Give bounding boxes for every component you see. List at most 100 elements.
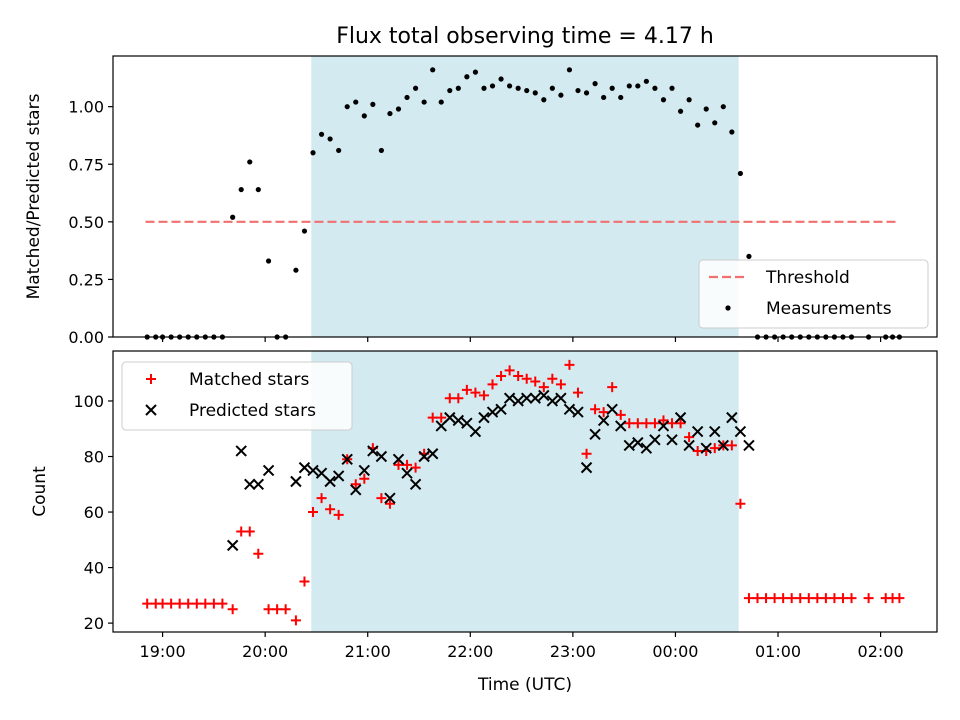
- data-point: [410, 462, 421, 473]
- data-point: [677, 108, 684, 114]
- data-point: [299, 576, 310, 587]
- data-point: [563, 403, 576, 416]
- data-point: [803, 593, 814, 604]
- data-point: [635, 83, 641, 89]
- legend-marker: [725, 305, 731, 311]
- data-point: [436, 412, 447, 423]
- data-point: [549, 85, 555, 91]
- data-point: [547, 373, 558, 384]
- data-point: [686, 97, 692, 103]
- bottom-x-tick-label: 19:00: [140, 642, 186, 661]
- data-point: [238, 186, 244, 193]
- data-point: [615, 409, 626, 420]
- data-point: [217, 598, 228, 609]
- data-point: [695, 122, 701, 128]
- data-point: [421, 99, 427, 105]
- data-point: [455, 85, 461, 91]
- data-point: [353, 99, 359, 105]
- data-point: [566, 67, 573, 73]
- data-point: [486, 406, 499, 418]
- data-point: [253, 548, 264, 559]
- data-point: [558, 92, 564, 98]
- data-point: [370, 101, 376, 107]
- data-point: [301, 228, 308, 234]
- data-point: [293, 267, 299, 273]
- data-point: [387, 110, 393, 117]
- data-point: [703, 106, 709, 112]
- data-point: [470, 387, 481, 398]
- data-point: [601, 94, 607, 101]
- data-point: [298, 461, 311, 474]
- data-point: [255, 186, 261, 193]
- data-point: [729, 129, 735, 135]
- data-point: [247, 159, 253, 165]
- data-point: [280, 604, 291, 615]
- data-point: [829, 593, 840, 604]
- bottom-series-predicted-stars: [226, 389, 755, 552]
- data-point: [262, 464, 275, 477]
- data-point: [464, 74, 470, 80]
- data-point: [412, 85, 419, 91]
- data-point: [658, 415, 669, 426]
- data-point: [606, 403, 618, 416]
- data-point: [435, 420, 447, 432]
- data-point: [820, 593, 831, 604]
- data-point: [734, 425, 747, 438]
- data-point: [894, 593, 905, 604]
- data-point: [726, 440, 737, 451]
- bottom-y-tick-label: 40: [84, 559, 104, 578]
- data-point: [332, 470, 345, 482]
- data-point: [752, 593, 763, 604]
- data-point: [503, 392, 516, 404]
- data-point: [660, 97, 667, 103]
- data-point: [683, 439, 695, 452]
- data-point: [438, 99, 444, 105]
- data-point: [290, 475, 302, 488]
- data-point: [324, 475, 336, 488]
- data-point: [290, 615, 301, 626]
- data-point: [384, 492, 396, 504]
- data-point: [444, 393, 455, 404]
- top-y-tick-label: 0.75: [68, 155, 104, 174]
- data-point: [367, 445, 379, 457]
- bottom-x-tick-label: 00:00: [652, 642, 698, 661]
- data-point: [863, 593, 874, 604]
- data-point: [769, 593, 780, 604]
- data-point: [361, 113, 367, 119]
- data-point: [720, 104, 726, 110]
- data-point: [444, 411, 456, 424]
- data-point: [513, 370, 524, 381]
- legend-marker: [145, 404, 157, 416]
- data-point: [402, 459, 413, 470]
- data-point: [384, 498, 395, 509]
- data-point: [675, 418, 686, 429]
- data-point: [157, 598, 168, 609]
- data-point: [632, 418, 643, 429]
- data-point: [496, 370, 507, 381]
- data-point: [624, 418, 635, 429]
- data-point: [546, 395, 559, 407]
- data-point: [495, 403, 507, 416]
- data-point: [375, 450, 388, 463]
- legend-label: Threshold: [765, 268, 850, 288]
- top-y-tick-label: 1.00: [68, 98, 104, 117]
- data-point: [487, 379, 498, 390]
- data-point: [575, 87, 581, 94]
- data-point: [333, 509, 344, 520]
- data-point: [761, 593, 772, 604]
- data-point: [532, 90, 538, 96]
- bottom-series-matched-stars: [142, 359, 905, 626]
- data-point: [538, 382, 549, 393]
- data-point: [191, 598, 202, 609]
- bottom-legend: Matched stars Predicted stars: [121, 361, 353, 431]
- data-point: [166, 598, 177, 609]
- data-point: [581, 448, 592, 459]
- data-point: [717, 439, 730, 452]
- data-point: [778, 593, 789, 604]
- data-point: [572, 387, 583, 398]
- top-y-tick-label: 0.00: [68, 328, 104, 347]
- data-point: [426, 448, 439, 460]
- data-point: [378, 147, 384, 154]
- data-point: [409, 478, 422, 490]
- legend-box: [121, 361, 353, 431]
